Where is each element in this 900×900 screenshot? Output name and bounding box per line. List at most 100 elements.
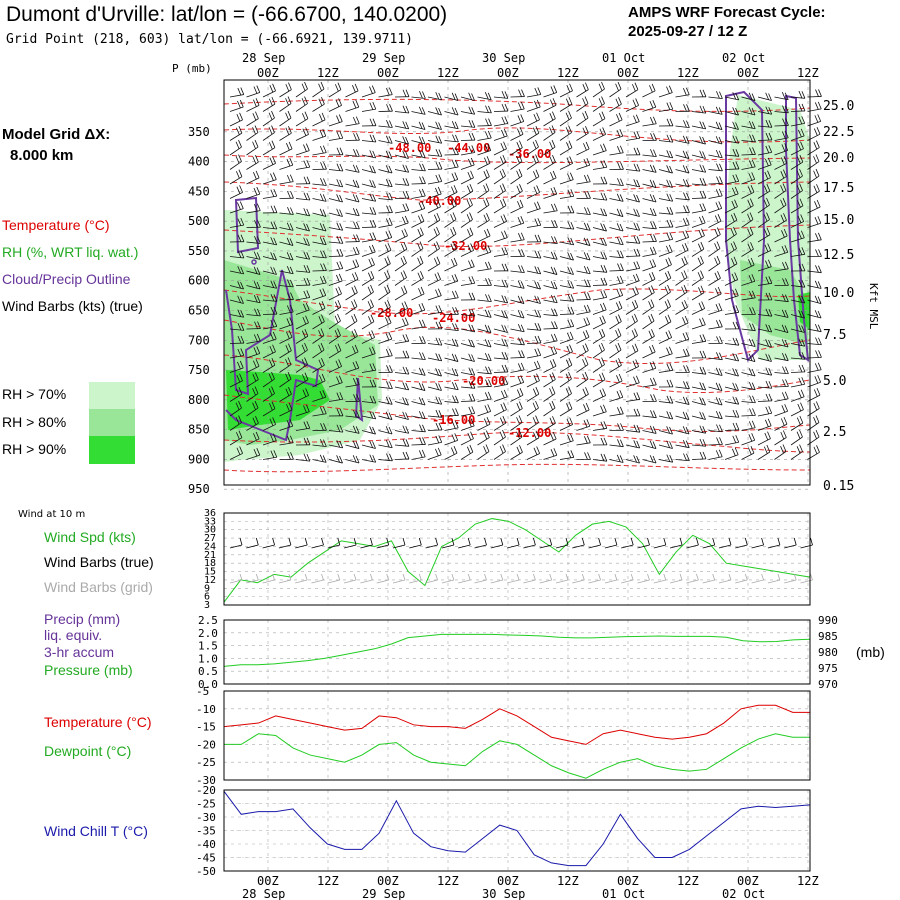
wind-barb [708, 415, 723, 420]
wind-barb-feather [549, 127, 553, 135]
wind-barb-feather [532, 127, 537, 135]
wind-barb [675, 263, 688, 272]
wind-barb-feather [718, 136, 723, 145]
wind-barb-feather [768, 381, 773, 389]
wind-barb-feather [418, 202, 423, 210]
wind-barb [559, 241, 574, 246]
wind-barb [708, 96, 723, 100]
wind-barb-feather [765, 145, 770, 154]
wind-barb [345, 415, 360, 419]
wind-barb-feather [487, 391, 492, 400]
wind-barb-feather [433, 228, 438, 236]
wind-barb-grid [490, 579, 503, 584]
wind-barb [576, 181, 591, 185]
wind-barb [807, 394, 821, 402]
wind-barb-feather [289, 174, 294, 182]
wind-barb-feather [669, 180, 673, 188]
wind-barb-feather [237, 281, 242, 289]
wind-barb [625, 320, 638, 330]
wind-barb [460, 204, 473, 214]
wind-barb-feather [603, 252, 608, 260]
wind-barb-feather [503, 128, 508, 137]
wind-barb-feather [255, 359, 260, 367]
wind-barb-feather [435, 353, 440, 361]
wind-barb [477, 451, 490, 460]
wind-barb-feather [551, 400, 556, 409]
wind-barb-feather [401, 302, 406, 310]
wind-barb-feather [470, 157, 475, 166]
wind-barb-feather [635, 98, 639, 106]
wind-barb-feather [339, 440, 344, 449]
wind-barb [790, 328, 805, 333]
wind-barb-feather [471, 324, 476, 333]
wind-barb-feather [669, 165, 673, 174]
wind-barb [295, 103, 308, 112]
wind-barb [378, 459, 393, 462]
wind-barb [576, 89, 589, 98]
wind-barb-feather [353, 394, 357, 402]
wind-barb-feather [536, 373, 540, 381]
wind-barb-feather [632, 99, 637, 107]
wind-barb [295, 256, 310, 260]
wind-barb-feather [286, 266, 291, 274]
wind-barb-feather [372, 426, 376, 435]
wind-barb-feather [499, 156, 504, 164]
wind-barb [757, 164, 772, 170]
wind-barb-feather [551, 386, 556, 394]
temperature-contour-label: -20.00 [462, 374, 505, 388]
wind-barb-feather [388, 397, 393, 405]
height-tick-label: 15.0 [823, 213, 854, 228]
wind-barb-feather [735, 174, 740, 182]
wind-barb-feather [306, 453, 311, 462]
wind-barb-feather [796, 417, 801, 425]
wind-barb [246, 393, 259, 402]
wind-barb [708, 207, 722, 214]
wind-barb-feather [685, 412, 690, 420]
pressure-tick-label-right: 970 [818, 678, 838, 691]
temperature-line [223, 704, 810, 745]
wind-barb-feather [487, 339, 492, 348]
wind-barb-feather [635, 375, 640, 383]
wind-barb-feather [238, 430, 243, 438]
wind-barb-feather [436, 256, 441, 264]
wind-barb [394, 430, 409, 434]
wind-barb-feather [570, 252, 574, 261]
wind-barb [295, 212, 310, 217]
wind-barb-feather [818, 350, 822, 358]
wind-barb-feather [401, 287, 405, 295]
wind-barb [328, 293, 342, 301]
wind-barb-feather [699, 350, 704, 359]
wind-barb-feather [306, 176, 311, 184]
wind-barb-feather [715, 367, 720, 375]
wind-barb-feather [781, 352, 786, 361]
wind-barb [345, 212, 360, 217]
wind-barb-feather [516, 402, 521, 411]
wind-barb-feather [568, 386, 572, 394]
wind-barb [609, 335, 622, 344]
wind-barb [279, 425, 293, 431]
wind-barb-feather [699, 318, 703, 326]
wind-barb-feather [501, 129, 505, 138]
wind-barb-feather [550, 433, 554, 441]
wind-barb-feather [683, 256, 688, 264]
wind-barb-feather [354, 83, 359, 92]
wind-barb [625, 198, 640, 203]
wind-barb-feather [321, 373, 326, 382]
wind-barb-feather [339, 223, 344, 231]
wind-barb-feather [602, 388, 607, 396]
wind-barb-feather [501, 390, 505, 399]
wind-barb-feather [749, 323, 753, 331]
wind-barb-10m-feather [712, 537, 716, 546]
wind-barb [246, 340, 261, 344]
wind-tick-label: 9 [204, 583, 210, 594]
wind-barb-feather [750, 257, 755, 266]
wind-barb-feather [796, 156, 801, 164]
wind-barb-grid [555, 579, 569, 584]
wind-barb [262, 299, 277, 302]
wind-barb-feather [389, 381, 393, 389]
wind-barb-feather [338, 273, 343, 282]
wind-barb-feather [666, 150, 671, 158]
wind-barb-feather [389, 104, 393, 112]
wind-barb-feather [716, 163, 720, 171]
wind-barb-feather [501, 377, 506, 386]
